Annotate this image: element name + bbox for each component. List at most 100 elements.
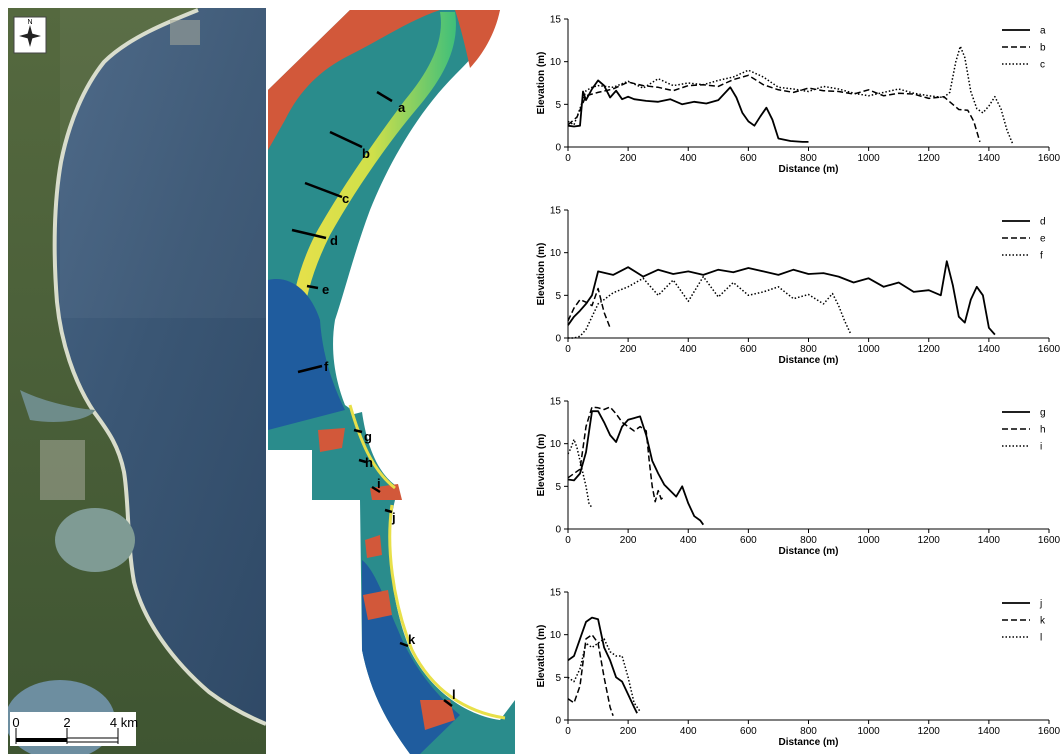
legend-label-e: e	[1040, 234, 1046, 245]
series-line-d	[567, 260, 996, 336]
aerial-image	[8, 8, 266, 754]
x-tick-label: 200	[620, 344, 637, 355]
series-line-g	[567, 410, 705, 526]
series-line-c	[567, 45, 1014, 145]
x-tick-label: 1200	[918, 344, 941, 355]
legend-label-d: d	[1040, 217, 1046, 228]
transect-label-a: a	[398, 100, 406, 115]
transect-lines	[291, 90, 453, 707]
profile-chart-1: 0 5 10 15 0 200 400 600 800 1000 1200 1400 1600 Dista…	[536, 15, 1061, 176]
y-tick-label: 10	[550, 630, 562, 641]
y-tick-label: 10	[550, 57, 562, 68]
town-area	[170, 20, 200, 45]
x-tick-label: 0	[565, 726, 571, 737]
legend-label-k: k	[1040, 616, 1046, 627]
beach-strip	[52, 8, 266, 726]
scale-tick-0: 0	[12, 715, 19, 730]
y-tick-label: 15	[550, 206, 562, 217]
dem-lowland	[362, 560, 460, 754]
x-tick-label: 1000	[858, 344, 881, 355]
y-tick-label: 0	[555, 143, 561, 154]
y-tick-label: 10	[550, 248, 562, 259]
x-tick-label: 1200	[918, 726, 941, 737]
x-axis-title: Distance (m)	[778, 164, 838, 175]
y-axis-title: Elevation (m)	[536, 243, 547, 306]
y-tick-label: 5	[555, 482, 561, 493]
scale-tick-4km: 4 km	[110, 715, 138, 730]
transect-label-d: d	[330, 233, 338, 248]
y-tick-label: 15	[550, 588, 562, 599]
series-line-b	[567, 74, 981, 143]
y-tick-label: 0	[555, 716, 561, 727]
dem-high-ground	[363, 590, 392, 620]
x-tick-label: 1400	[978, 535, 1001, 546]
legend-label-l: l	[1040, 633, 1042, 644]
dem-beach-ridge	[290, 12, 456, 325]
x-axis-title: Distance (m)	[778, 737, 838, 748]
y-tick-label: 0	[555, 525, 561, 536]
dem-high-ground	[420, 700, 455, 730]
north-arrow: N	[13, 16, 47, 54]
y-axis-title: Elevation (m)	[536, 434, 547, 497]
lagoon	[55, 508, 135, 572]
transect-label-k: k	[408, 632, 416, 647]
legend-label-h: h	[1040, 425, 1046, 436]
legend-label-f: f	[1040, 251, 1043, 262]
x-axis-title: Distance (m)	[778, 546, 838, 557]
x-tick-label: 400	[680, 726, 697, 737]
series-line-h	[567, 406, 665, 503]
x-tick-label: 600	[740, 344, 757, 355]
transect-label-f: f	[324, 359, 329, 374]
x-tick-label: 1400	[978, 726, 1001, 737]
x-tick-label: 400	[680, 153, 697, 164]
series-line-k	[567, 633, 614, 716]
x-tick-label: 1200	[918, 153, 941, 164]
x-tick-label: 1600	[1038, 153, 1061, 164]
x-tick-label: 1000	[858, 726, 881, 737]
x-tick-label: 0	[565, 344, 571, 355]
estuary	[20, 390, 95, 422]
x-tick-label: 1000	[858, 153, 881, 164]
transect-label-c: c	[342, 191, 349, 206]
legend-label-g: g	[1040, 408, 1046, 419]
series-line-f	[568, 275, 852, 339]
legend-label-j: j	[1039, 599, 1042, 610]
x-tick-label: 600	[740, 726, 757, 737]
scale-bar: 0 2 4 km	[10, 712, 138, 746]
y-tick-label: 15	[550, 397, 562, 408]
x-tick-label: 1600	[1038, 344, 1061, 355]
town-area	[40, 440, 85, 500]
y-tick-label: 10	[550, 439, 562, 450]
x-tick-label: 800	[800, 344, 817, 355]
x-tick-label: 1600	[1038, 535, 1061, 546]
legend-label-a: a	[1040, 26, 1046, 37]
dem-north-block	[268, 10, 500, 450]
transect-label-h: h	[365, 455, 373, 470]
dem-high-ground	[318, 428, 345, 452]
y-tick-label: 15	[550, 15, 562, 26]
dem-high-ground	[455, 10, 500, 68]
legend-label-b: b	[1040, 43, 1046, 54]
x-tick-label: 1400	[978, 153, 1001, 164]
transect-label-b: b	[362, 146, 370, 161]
y-tick-label: 5	[555, 673, 561, 684]
x-tick-label: 1200	[918, 535, 941, 546]
x-tick-label: 1000	[858, 535, 881, 546]
scale-tick-2: 2	[63, 715, 70, 730]
dem-lowland	[268, 279, 345, 430]
y-tick-label: 5	[555, 291, 561, 302]
transect-label-l: l	[452, 687, 456, 702]
series-line-j	[567, 616, 638, 714]
x-tick-label: 600	[740, 153, 757, 164]
dem-high-ground	[365, 535, 382, 558]
series-line-e	[567, 287, 611, 329]
x-tick-label: 0	[565, 153, 571, 164]
x-tick-label: 0	[565, 535, 571, 546]
y-axis-title: Elevation (m)	[536, 625, 547, 688]
transect-label-g: g	[364, 429, 372, 444]
series-line-a	[567, 79, 809, 143]
x-tick-label: 200	[620, 726, 637, 737]
dem-high-ground	[268, 10, 440, 150]
